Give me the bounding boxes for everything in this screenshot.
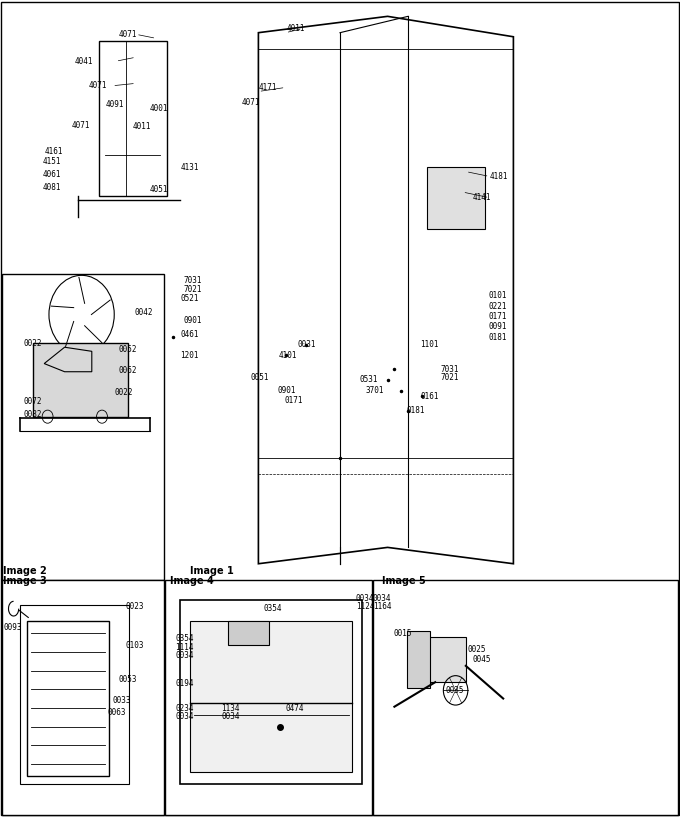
Text: 0082: 0082 [24, 409, 42, 419]
Text: 4011: 4011 [287, 24, 305, 33]
Text: 4161: 4161 [44, 146, 63, 156]
Text: 0161: 0161 [420, 391, 439, 401]
Text: 0181: 0181 [407, 406, 425, 416]
Text: 4091: 4091 [105, 100, 124, 109]
Text: 0034: 0034 [221, 712, 239, 721]
Text: 4011: 4011 [133, 122, 151, 132]
Text: 4171: 4171 [258, 83, 277, 92]
Text: 0034: 0034 [356, 593, 374, 603]
Bar [99, 41, 167, 196]
Text: 0194: 0194 [175, 679, 194, 689]
Text: 4141: 4141 [473, 193, 491, 203]
Text: 4181: 4181 [490, 172, 508, 181]
Text: 0062: 0062 [119, 366, 137, 376]
Text: 0461: 0461 [180, 330, 199, 340]
Text: Image 5: Image 5 [382, 576, 426, 586]
Bar [2, 274, 164, 580]
Text: 4071: 4071 [71, 120, 90, 130]
Text: 0063: 0063 [107, 708, 126, 717]
Text: 0354: 0354 [175, 634, 194, 644]
Bar [427, 167, 485, 229]
Text: 0034: 0034 [373, 593, 391, 603]
Text: 0901: 0901 [184, 315, 202, 325]
Text: 0181: 0181 [488, 333, 507, 342]
Text: 0171: 0171 [284, 395, 303, 405]
Text: 4151: 4151 [42, 157, 61, 167]
Text: 0901: 0901 [277, 386, 296, 395]
Text: 4051: 4051 [150, 185, 168, 194]
Text: 0051: 0051 [250, 373, 269, 382]
Text: 0234: 0234 [175, 703, 194, 713]
Text: 0103: 0103 [126, 641, 144, 650]
Text: 4001: 4001 [150, 104, 168, 114]
Text: 1114: 1114 [175, 642, 194, 652]
Bar [422, 637, 466, 682]
Text: 4131: 4131 [180, 163, 199, 172]
Bar [27, 621, 109, 776]
Text: 1101: 1101 [420, 340, 439, 350]
Text: 0354: 0354 [264, 604, 282, 614]
Text: 4041: 4041 [75, 56, 93, 66]
Text: 0022: 0022 [24, 338, 42, 348]
Bar [407, 631, 430, 688]
Text: 0531: 0531 [359, 375, 377, 385]
Text: Image 4: Image 4 [170, 576, 214, 586]
Bar [20, 605, 129, 784]
Text: 4071: 4071 [88, 81, 107, 91]
Text: 0052: 0052 [119, 345, 137, 355]
Text: 0035: 0035 [445, 685, 464, 695]
Text: 0025: 0025 [468, 645, 486, 654]
Text: 3701: 3701 [366, 386, 384, 395]
Text: 0091: 0091 [488, 322, 507, 332]
Bar [228, 621, 269, 645]
Text: 0521: 0521 [180, 293, 199, 303]
Text: 0015: 0015 [393, 628, 411, 638]
Bar [165, 580, 372, 815]
Text: 7031: 7031 [184, 275, 202, 285]
Text: Image 2: Image 2 [3, 566, 47, 576]
Text: 0031: 0031 [298, 340, 316, 350]
Text: 4061: 4061 [42, 169, 61, 179]
Text: 0033: 0033 [112, 695, 131, 705]
Text: 4071: 4071 [241, 97, 260, 107]
Text: 1124: 1124 [356, 601, 374, 611]
Text: Image 1: Image 1 [190, 566, 234, 576]
Bar [2, 580, 164, 815]
Text: Image 3: Image 3 [3, 576, 47, 586]
Bar [180, 600, 362, 784]
Text: 1134: 1134 [221, 703, 239, 713]
Text: 1164: 1164 [373, 601, 391, 611]
Text: 0474: 0474 [286, 703, 304, 713]
Text: 7031: 7031 [441, 364, 459, 374]
Text: 4081: 4081 [42, 182, 61, 192]
Bar [373, 580, 678, 815]
Text: 0093: 0093 [3, 623, 22, 632]
Text: 0042: 0042 [135, 307, 153, 317]
Text: 7021: 7021 [441, 373, 459, 382]
Text: 0072: 0072 [24, 397, 42, 407]
Text: 0045: 0045 [473, 654, 491, 664]
Text: 0053: 0053 [119, 675, 137, 685]
Text: 4071: 4071 [119, 29, 137, 39]
Text: 0101: 0101 [488, 291, 507, 301]
Text: 1201: 1201 [180, 350, 199, 360]
Text: 0023: 0023 [126, 601, 144, 611]
Text: 0022: 0022 [114, 387, 133, 397]
Text: 0034: 0034 [175, 650, 194, 660]
Text: 0171: 0171 [488, 312, 507, 322]
Text: 7021: 7021 [184, 284, 202, 294]
Text: 0034: 0034 [175, 712, 194, 721]
Text: 4101: 4101 [279, 350, 297, 360]
Text: 0221: 0221 [488, 301, 507, 311]
Bar [190, 621, 352, 772]
Bar [33, 343, 128, 417]
